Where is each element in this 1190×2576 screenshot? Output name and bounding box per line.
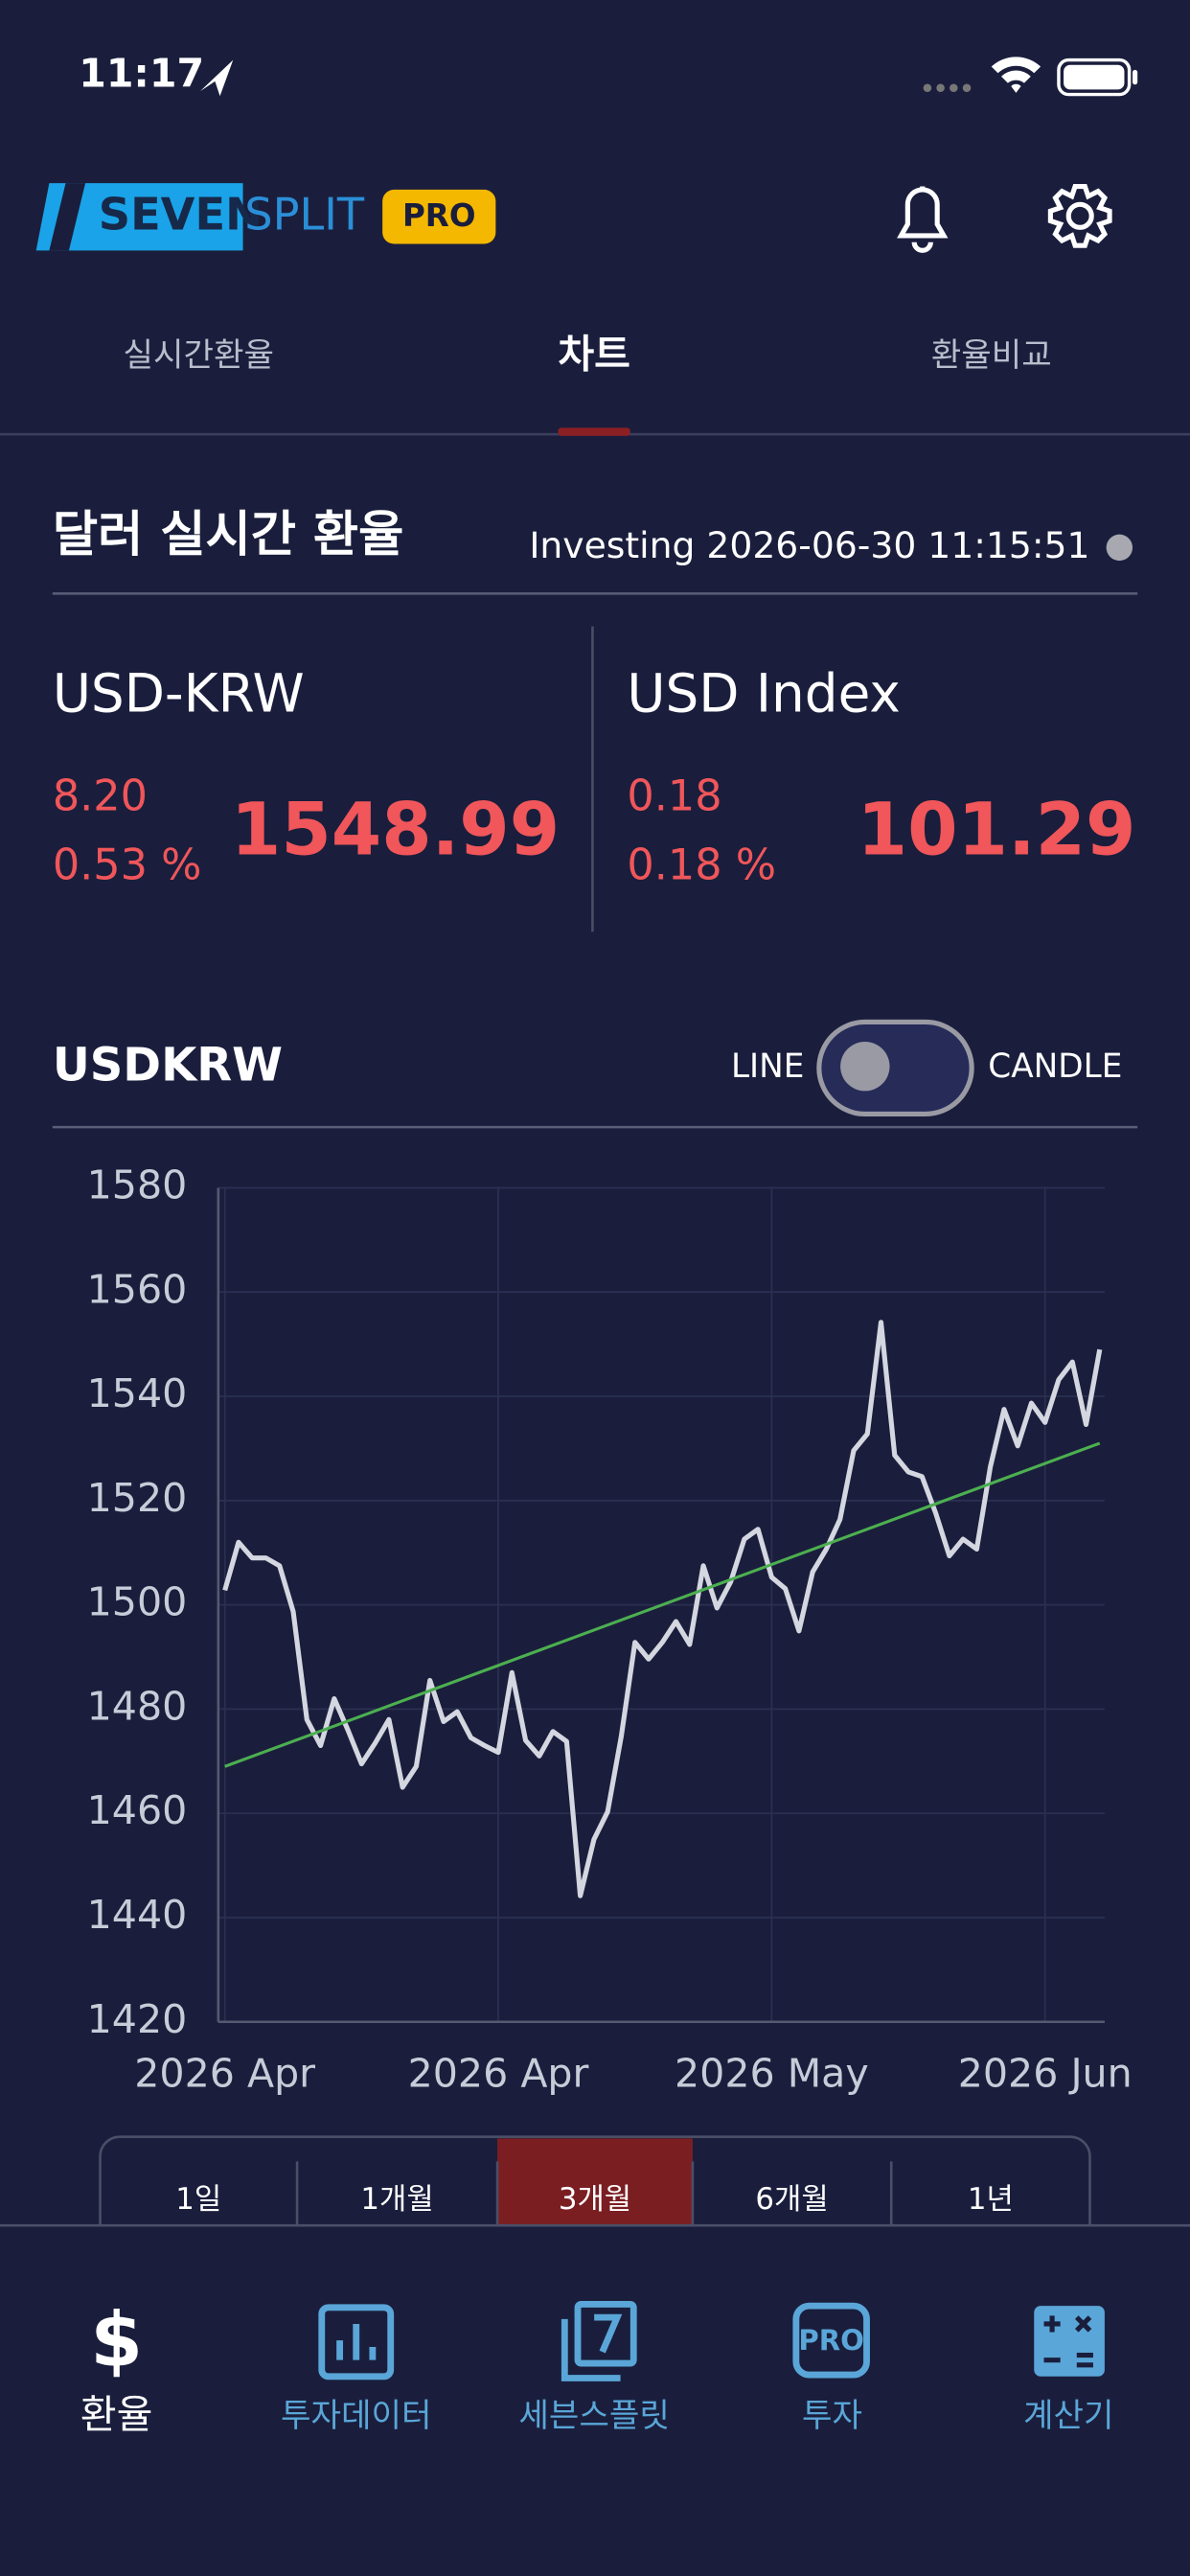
nav-label[interactable]: 환율: [80, 2392, 153, 2438]
nav-icon-dollar: $: [90, 2296, 143, 2384]
settings-icon[interactable]: [1047, 183, 1112, 248]
logo-badge: PRO: [402, 197, 476, 234]
nav-label[interactable]: 계산기: [1023, 2397, 1114, 2435]
tab[interactable]: 차트: [558, 332, 630, 378]
x-tick-label: 2026 May: [675, 2050, 869, 2096]
source-dot: [1106, 534, 1133, 562]
quote-name: USD-KRW: [53, 662, 305, 724]
price-line: [222, 1320, 1103, 1898]
logo-mark: [35, 183, 243, 251]
tab[interactable]: 환율비교: [931, 336, 1052, 375]
period-button[interactable]: 1년: [968, 2182, 1014, 2217]
y-tick-label: 1560: [87, 1266, 188, 1312]
quote-price: 1548.99: [231, 788, 560, 872]
chart-symbol: USDKRW: [53, 1038, 283, 1092]
logo-right: SPLIT: [244, 189, 365, 241]
logo-left: SEVEN: [99, 189, 263, 241]
period-button[interactable]: 1개월: [360, 2182, 433, 2217]
period-button[interactable]: 1일: [175, 2182, 221, 2217]
y-tick-label: 1540: [87, 1370, 188, 1416]
tab[interactable]: 실시간환율: [124, 336, 275, 375]
status-icons: [199, 57, 1138, 97]
y-tick-label: 1580: [87, 1162, 188, 1208]
nav-icon-split: [561, 2300, 637, 2381]
period-button[interactable]: 6개월: [755, 2182, 828, 2217]
nav-label[interactable]: 세븐스플릿: [518, 2397, 670, 2435]
period-active: [497, 2138, 693, 2238]
toggle-knob: [840, 1042, 890, 1092]
toggle-left: LINE: [731, 1047, 804, 1086]
y-tick-label: 1500: [87, 1579, 188, 1625]
x-tick-label: 2026 Apr: [408, 2050, 589, 2096]
panel-source: Investing 2026-06-30 11:15:51: [529, 524, 1089, 566]
logo-slash: [49, 183, 86, 251]
nav-label[interactable]: 투자: [802, 2397, 862, 2435]
quote-change-pct: 0.18 %: [627, 840, 776, 889]
quote-change: 8.20: [53, 770, 148, 820]
bell-icon[interactable]: [897, 186, 949, 253]
toggle-right: CANDLE: [988, 1047, 1122, 1086]
tab-indicator: [558, 427, 630, 436]
location-icon: [199, 59, 234, 97]
nav-icon-data: [318, 2304, 395, 2380]
x-tick-label: 2026 Jun: [958, 2050, 1133, 2096]
quote-change-pct: 0.53 %: [53, 840, 202, 889]
nav-icon-pro: PRO: [792, 2302, 870, 2379]
trend-line: [224, 1441, 1101, 1768]
quote-price: 101.29: [858, 788, 1136, 872]
x-tick-label: 2026 Apr: [134, 2050, 315, 2096]
y-tick-label: 1520: [87, 1475, 188, 1521]
status-time: 11:17: [79, 51, 204, 97]
quote-change: 0.18: [627, 770, 721, 820]
nav-icon-calc: [1034, 2306, 1105, 2377]
svg-text:PRO: PRO: [798, 2324, 864, 2357]
y-tick-label: 1480: [87, 1683, 188, 1729]
bottom-nav: [0, 2225, 1190, 2576]
y-tick-label: 1440: [87, 1892, 188, 1938]
nav-label[interactable]: 투자데이터: [281, 2397, 432, 2435]
pro-badge: [382, 189, 496, 244]
quote-name: USD Index: [627, 662, 900, 724]
y-tick-label: 1460: [87, 1787, 188, 1833]
y-tick-label: 1420: [87, 1996, 188, 2042]
period-button[interactable]: 3개월: [559, 2182, 631, 2217]
panel-title: 달러 실시간 환율: [53, 506, 404, 564]
wifi-icon: [991, 57, 1041, 93]
